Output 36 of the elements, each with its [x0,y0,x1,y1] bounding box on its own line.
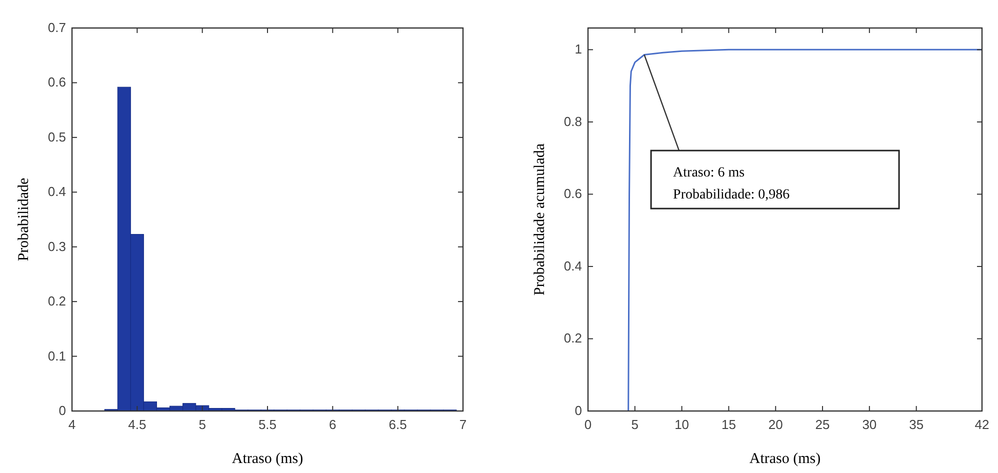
y-tick-label: 0.6 [48,74,66,90]
x-tick-label: 15 [721,417,736,432]
line-series [628,48,983,412]
y-tick-label: 0.6 [564,186,582,202]
y-tick-label: 0 [574,403,582,418]
y-tick-label: 0.1 [48,348,66,364]
x-tick-label: 25 [815,417,830,432]
x-axis-title: Atraso (ms) [232,451,304,467]
y-tick-label: 0.3 [48,238,66,254]
y-tick-label: 0.5 [48,129,66,144]
y-axis-title: Probabilidade [16,178,32,262]
x-tick-label: 5.5 [258,417,277,432]
x-tick-label: 6.5 [388,417,407,432]
x-axis-title: Atraso (ms) [749,451,821,467]
x-tick-label: 35 [909,417,924,432]
y-axis-title: Probabilidade acumulada [532,143,548,296]
y-tick-label: 0.4 [564,258,582,274]
y-tick-label: 0.8 [564,114,582,129]
y-tick-label: 1 [574,42,582,57]
x-tick-label: 5 [198,417,206,432]
x-tick-label: 42 [974,417,990,432]
y-tick-label: 0.4 [48,184,66,200]
x-tick-label: 4.5 [128,417,146,432]
x-tick-label: 4 [68,417,76,432]
x-tick-label: 20 [768,417,783,432]
x-tick-label: 6 [329,417,336,432]
y-tick-label: 0.2 [48,294,66,309]
y-tick-label: 0.2 [564,330,582,346]
y-tick-label: 0.7 [48,20,66,35]
x-tick-label: 5 [631,417,639,432]
annotation: Atraso: 6 ms Probabilidade: 0,986 [673,166,790,203]
x-tick-label: 30 [862,417,877,432]
x-tick-label: 10 [674,417,690,432]
x-tick-label: 0 [584,417,592,432]
y-tick-label: 0 [58,403,66,418]
x-tick-label: 7 [459,417,467,432]
